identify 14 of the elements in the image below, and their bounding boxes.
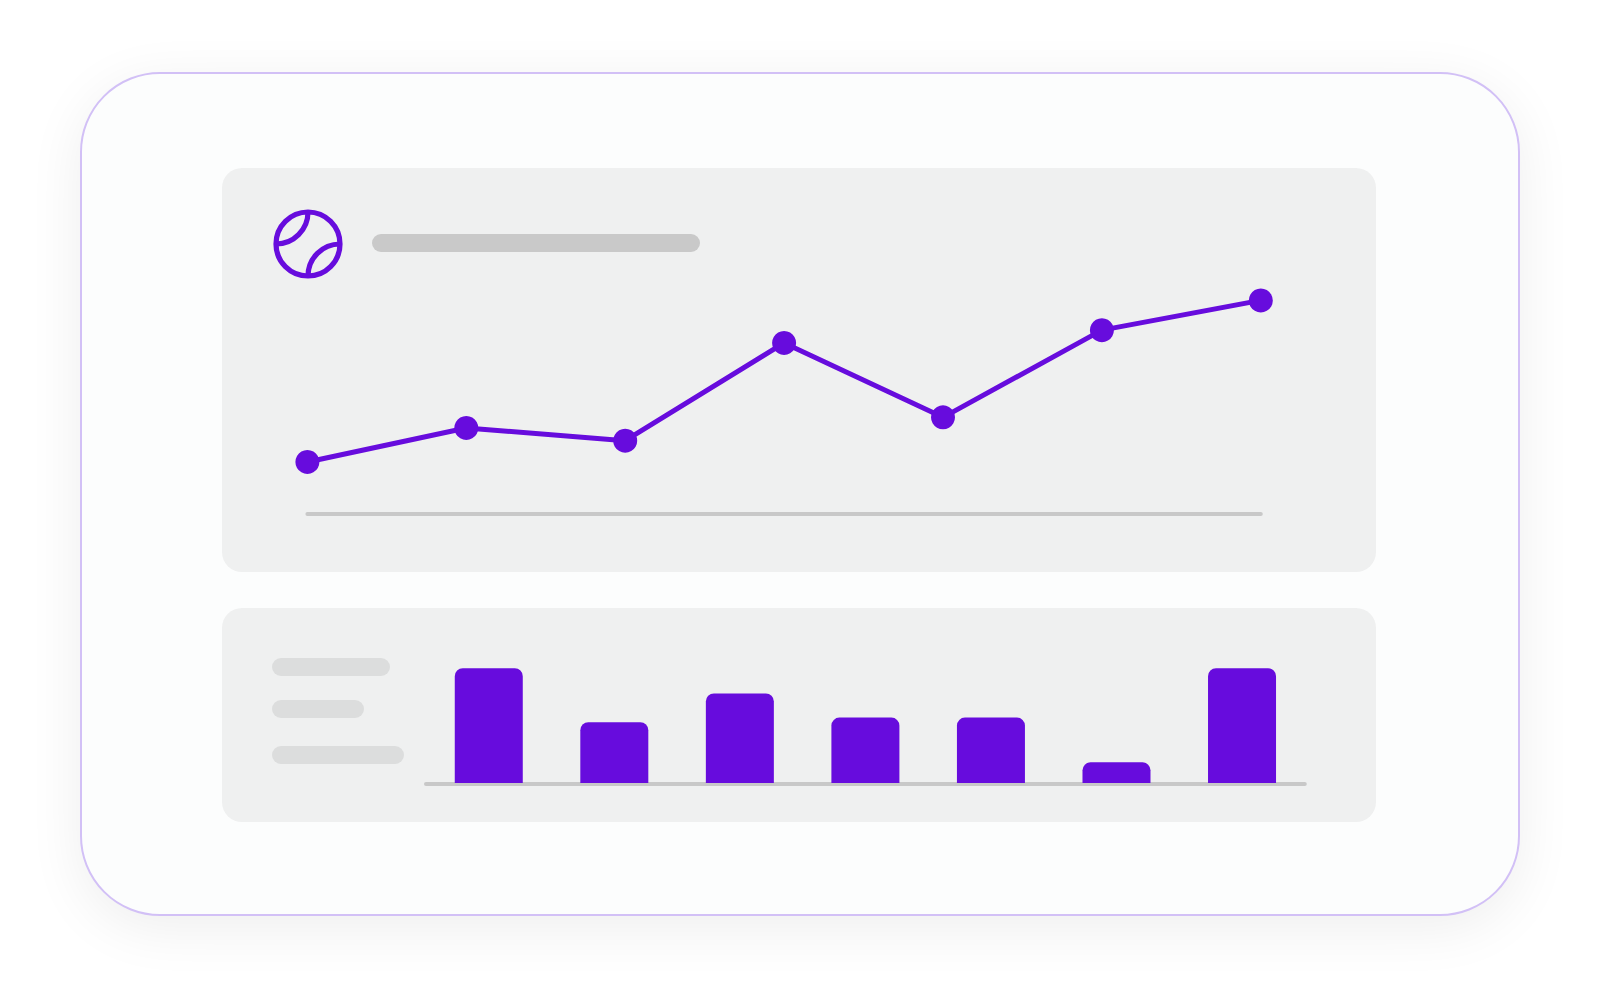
bar: [1082, 762, 1151, 783]
bar: [956, 717, 1025, 783]
point: [772, 330, 797, 355]
bar: [705, 693, 774, 783]
bar: [1208, 668, 1277, 783]
point: [931, 405, 955, 430]
bar: [454, 668, 523, 783]
bar: [831, 717, 900, 783]
point: [1089, 318, 1114, 343]
point: [454, 415, 479, 440]
point: [1248, 288, 1273, 313]
point: [295, 449, 320, 474]
point: [613, 428, 638, 453]
bar: [580, 722, 649, 783]
